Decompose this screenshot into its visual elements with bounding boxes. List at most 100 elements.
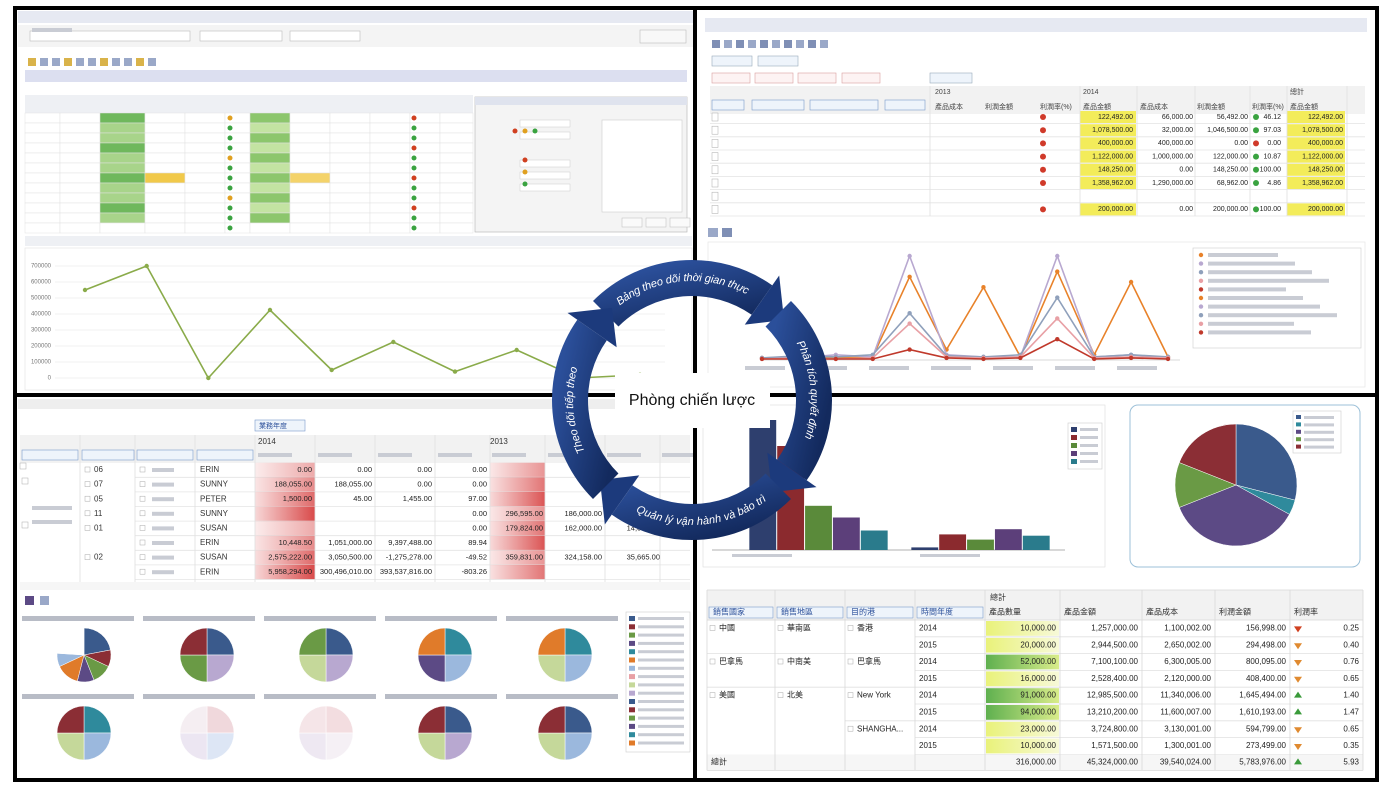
pie-slice: [298, 732, 327, 761]
button[interactable]: [754, 72, 794, 84]
cell-text: 408,400.00: [1246, 674, 1287, 683]
table-cell: [24, 162, 61, 174]
cell-text: 10,000.00: [1020, 624, 1056, 633]
row-header: 巴拿馬: [857, 656, 881, 666]
filter-button[interactable]: [929, 72, 973, 84]
cell-text: 0.00: [1267, 140, 1281, 147]
trend-arrow: [1294, 691, 1302, 698]
legend-marker: [1198, 330, 1204, 335]
button[interactable]: [639, 29, 687, 44]
filter-button[interactable]: [21, 449, 79, 461]
button[interactable]: [797, 72, 837, 84]
input[interactable]: [199, 30, 283, 42]
button[interactable]: [757, 55, 799, 67]
icon: [64, 58, 72, 66]
filter-button[interactable]: [751, 99, 805, 111]
table-cell: [369, 182, 411, 194]
pie-slice: [325, 705, 354, 734]
table-cell: [289, 172, 331, 184]
filter-button[interactable]: [846, 606, 914, 619]
bar: [860, 530, 888, 550]
filter-button[interactable]: [136, 449, 194, 461]
filter-button[interactable]: [884, 99, 926, 111]
status-icon: [1040, 140, 1046, 147]
pie-title-placeholder: [506, 694, 618, 699]
cell-text: 2,650,002.00: [1164, 640, 1211, 649]
button[interactable]: [669, 217, 691, 228]
cell-text: 1,455.00: [403, 494, 432, 503]
row-header: 北美: [787, 690, 803, 700]
cell-text: 186,000.00: [564, 509, 602, 518]
table-cell: [24, 112, 61, 124]
filter-button[interactable]: [809, 99, 879, 111]
legend-placeholder: [1208, 313, 1337, 318]
cell-text: 45.00: [353, 494, 372, 503]
table-cell: [369, 212, 411, 224]
bar: [939, 534, 967, 550]
filter-button[interactable]: [196, 449, 254, 461]
pie-slice: [444, 627, 473, 656]
icon: [148, 58, 156, 66]
total-row: [707, 754, 1363, 771]
filter-button[interactable]: [711, 99, 745, 111]
legend-marker: [629, 740, 635, 746]
input: [519, 183, 571, 192]
button[interactable]: [645, 217, 667, 228]
table-cell: [59, 162, 101, 174]
cell-text: 1,571,500.00: [1091, 741, 1138, 750]
heat-cell: [255, 550, 315, 565]
pie-slice: [206, 627, 235, 656]
filter-button[interactable]: [708, 606, 774, 619]
legend-marker: [1198, 304, 1204, 309]
heat-cell: [255, 477, 315, 492]
dialog-list: [601, 119, 683, 213]
cell-text: 94,000.00: [1020, 708, 1056, 717]
y-tick-label: 600000: [31, 280, 52, 286]
input[interactable]: [29, 30, 191, 42]
pie-slice: [417, 627, 446, 656]
status-icon: [411, 225, 417, 231]
table-cell: [99, 172, 146, 184]
status-icon: [1040, 127, 1046, 134]
status-icon: [1040, 206, 1046, 213]
y-tick-label: 0: [48, 376, 52, 382]
icon: [712, 40, 720, 48]
filter-button[interactable]: [776, 606, 844, 619]
highlight-cell: [1080, 137, 1136, 150]
highlight-cell: [1287, 137, 1345, 150]
legend-marker: [629, 649, 635, 655]
table-cell: [24, 212, 61, 224]
expander: [777, 692, 784, 698]
row-header: 香港: [857, 623, 873, 633]
cell-text: 13,210,200.00: [1087, 708, 1139, 717]
legend-placeholder: [1080, 452, 1098, 455]
button[interactable]: [711, 55, 753, 67]
column-header: 利潤率(%): [1040, 102, 1072, 111]
button[interactable]: [711, 72, 751, 84]
trend-arrow: [1294, 626, 1302, 633]
filter-button[interactable]: [81, 449, 135, 461]
y-tick-label: 300000: [31, 328, 52, 334]
table-cell: [439, 222, 474, 234]
data-point: [1091, 356, 1097, 362]
button[interactable]: [621, 217, 643, 228]
pie-title-placeholder: [506, 616, 618, 621]
axis-placeholder: [745, 366, 785, 370]
input[interactable]: [289, 30, 361, 42]
table-cell: [439, 172, 474, 184]
legend-placeholder: [1208, 287, 1286, 292]
highlight-cell: [1080, 111, 1136, 123]
column-header: 利潤金額: [1219, 607, 1251, 617]
expander: [139, 539, 146, 546]
filter-button[interactable]: [254, 419, 306, 432]
table-cell: [24, 222, 61, 234]
table-cell: [249, 212, 291, 224]
table-cell: [59, 192, 101, 204]
pie-slice: [417, 732, 446, 761]
axis-placeholder: [1117, 366, 1157, 370]
filter-button[interactable]: [916, 606, 984, 619]
button[interactable]: [841, 72, 881, 84]
legend-marker: [629, 657, 635, 663]
table-cell: [329, 152, 371, 164]
table-cell: [329, 202, 371, 214]
